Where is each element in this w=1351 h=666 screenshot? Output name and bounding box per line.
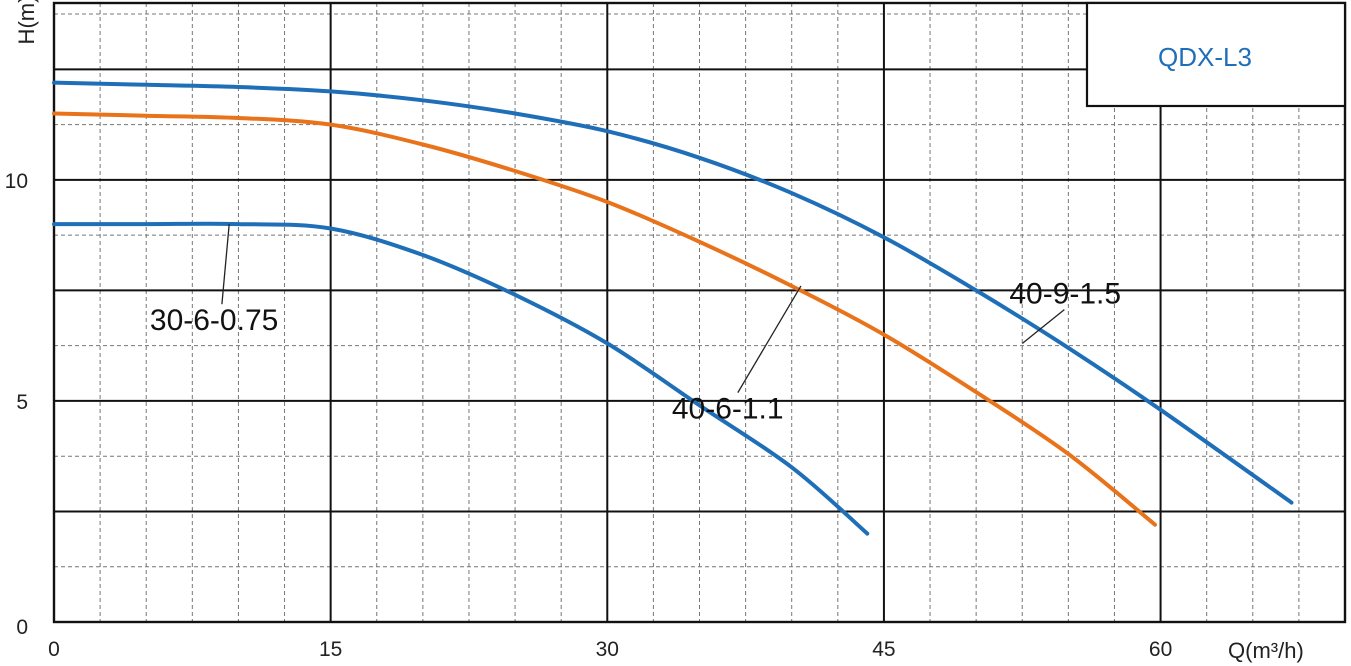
y-tick-label: 5 (16, 391, 28, 414)
x-tick-label: 60 (1149, 638, 1172, 661)
plot-frame (52, 1, 1347, 624)
curve-label-30-6-0.75: 30-6-0.75 (150, 304, 278, 337)
y-tick-label: 10 (5, 170, 28, 193)
curve-annotations: 30-6-0.75 40-6-1.1 40-9-1.5 (150, 224, 1121, 426)
curve-label-40-9-1.5: 40-9-1.5 (1009, 278, 1121, 311)
model-label-box (1085, 1, 1347, 108)
series-line-40-6-1.1 (52, 111, 1157, 527)
leader-line-30-6-0.75 (221, 224, 230, 305)
series-line-40-9-1.5 (52, 80, 1294, 505)
x-tick-label: 0 (48, 638, 60, 661)
x-tick-label: 15 (319, 638, 342, 661)
leader-line-40-9-1.5 (1021, 309, 1065, 344)
x-tick-label: 45 (872, 638, 895, 661)
leader-line-40-6-1.1 (737, 285, 802, 393)
grid (52, 1, 1347, 624)
x-tick-label: 30 (596, 638, 619, 661)
y-axis-label: H(m) (14, 0, 39, 44)
curve-label-40-6-1.1: 40-6-1.1 (672, 393, 784, 426)
x-axis-label: Q(m³/h) (1228, 638, 1304, 663)
chart-title: QDX-L3 (1158, 42, 1252, 72)
y-tick-label: 0 (16, 616, 28, 639)
curves (52, 80, 1294, 536)
series-line-30-6-0.75 (52, 221, 870, 536)
tick-labels: 0 15 30 45 60 0 5 10 (5, 170, 1173, 661)
